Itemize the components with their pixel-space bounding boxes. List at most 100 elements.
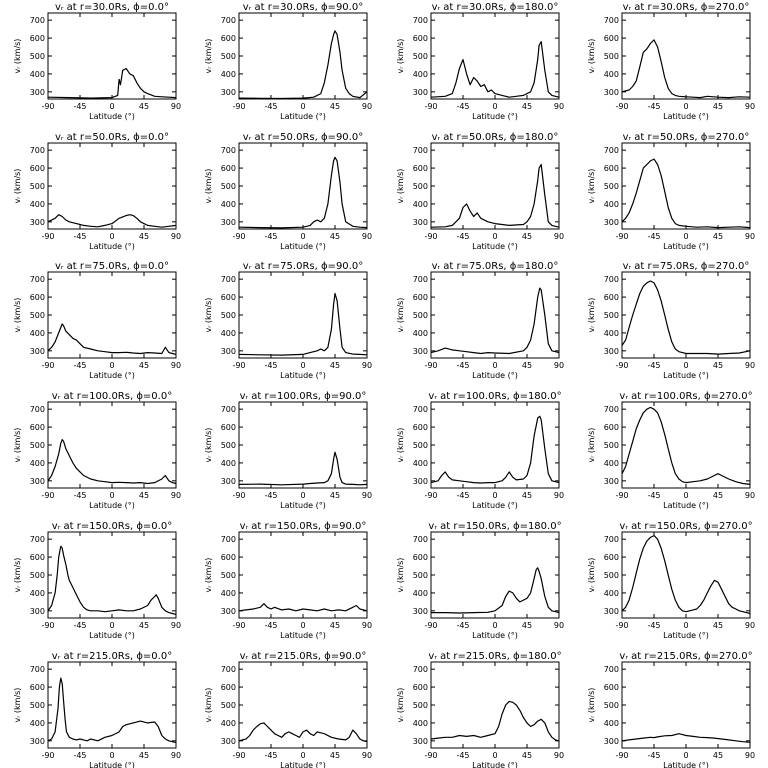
y-tick-label: 400 [30, 200, 45, 209]
x-tick-label: -90 [232, 621, 245, 630]
x-axis-label: Latitude (°) [472, 631, 518, 640]
x-tick-label: 0 [492, 232, 497, 241]
x-tick-label: 90 [554, 102, 564, 111]
y-tick-label: 500 [30, 52, 45, 61]
x-tick-label: 90 [554, 361, 564, 370]
series-line [47, 677, 177, 744]
x-tick-label: -45 [73, 361, 86, 370]
y-tick-label: 500 [604, 441, 619, 450]
x-axis-label: Latitude (°) [472, 242, 518, 251]
series-line [238, 156, 368, 229]
panel-title: vᵣ at r=215.0Rs, ϕ=0.0° [52, 651, 172, 662]
y-tick-label: 300 [604, 737, 619, 746]
x-tick-label: 45 [139, 232, 149, 241]
x-tick-label: 0 [492, 621, 497, 630]
x-tick-label: 45 [139, 491, 149, 500]
y-tick-label: 600 [604, 293, 619, 302]
series-line [621, 280, 751, 355]
x-axis-label: Latitude (°) [280, 501, 326, 510]
x-tick-label: 0 [109, 232, 114, 241]
series-line [47, 439, 177, 485]
x-tick-label: 45 [330, 621, 340, 630]
x-tick-label: -45 [647, 102, 660, 111]
series-line [238, 451, 368, 486]
x-tick-label: -45 [456, 232, 469, 241]
y-tick-label: 500 [221, 571, 236, 580]
y-tick-label: 500 [30, 182, 45, 191]
series-line [238, 722, 368, 743]
y-tick-label: 500 [221, 441, 236, 450]
x-tick-label: -90 [424, 102, 437, 111]
series-line [238, 603, 368, 612]
x-tick-label: 90 [171, 361, 181, 370]
x-tick-label: 0 [300, 751, 305, 760]
y-tick-label: 300 [604, 607, 619, 616]
y-tick-label: 300 [30, 347, 45, 356]
y-tick-label: 700 [221, 665, 236, 674]
y-tick-label: 700 [221, 405, 236, 414]
x-tick-label: 0 [683, 361, 688, 370]
x-tick-label: 45 [139, 751, 149, 760]
plot-frame [238, 142, 368, 230]
x-tick-label: -90 [41, 621, 54, 630]
y-tick-label: 600 [30, 164, 45, 173]
x-tick-label: 45 [330, 751, 340, 760]
y-tick-label: 500 [30, 571, 45, 580]
x-tick-label: -90 [424, 491, 437, 500]
y-axis-label: vᵣ (km/s) [587, 39, 596, 74]
y-tick-label: 500 [30, 311, 45, 320]
plot-frame [621, 142, 751, 230]
y-tick-label: 400 [221, 200, 236, 209]
x-tick-label: -45 [456, 102, 469, 111]
panel-title: vᵣ at r=30.0Rs, ϕ=270.0° [623, 2, 750, 13]
x-axis-label: Latitude (°) [89, 631, 135, 640]
series-line [430, 41, 560, 98]
y-tick-label: 400 [604, 200, 619, 209]
x-tick-label: -90 [232, 232, 245, 241]
y-tick-label: 400 [221, 70, 236, 79]
panel-title: vᵣ at r=50.0Rs, ϕ=90.0° [243, 132, 363, 143]
x-axis-label: Latitude (°) [280, 112, 326, 121]
y-tick-label: 300 [30, 737, 45, 746]
y-tick-label: 600 [413, 553, 428, 562]
y-tick-label: 400 [413, 70, 428, 79]
y-tick-label: 700 [30, 275, 45, 284]
y-axis-label: vᵣ (km/s) [13, 428, 22, 463]
panel-5-1: vᵣ at r=215.0Rs, ϕ=90.0° -90 -45 0 45 90 300 40… [204, 651, 372, 768]
y-tick-label: 300 [413, 347, 428, 356]
y-tick-label: 600 [221, 164, 236, 173]
panel-title: vᵣ at r=150.0Rs, ϕ=0.0° [52, 521, 172, 532]
y-tick-label: 300 [413, 737, 428, 746]
x-tick-label: 45 [139, 361, 149, 370]
y-tick-label: 400 [604, 459, 619, 468]
y-tick-label: 700 [413, 16, 428, 25]
y-tick-label: 700 [221, 275, 236, 284]
y-tick-label: 300 [413, 607, 428, 616]
y-tick-label: 700 [30, 146, 45, 155]
y-tick-label: 400 [30, 719, 45, 728]
y-tick-label: 700 [30, 405, 45, 414]
y-tick-label: 700 [604, 275, 619, 284]
plot-frame [430, 271, 560, 359]
plot-frame [238, 661, 368, 749]
y-tick-label: 300 [221, 88, 236, 97]
y-axis-label: vᵣ (km/s) [396, 298, 405, 333]
panel-4-1: vᵣ at r=150.0Rs, ϕ=90.0° -90 -45 0 45 90 300 40… [204, 521, 372, 640]
y-tick-label: 700 [413, 535, 428, 544]
x-tick-label: 0 [683, 621, 688, 630]
x-axis-label: Latitude (°) [472, 371, 518, 380]
x-tick-label: 0 [683, 102, 688, 111]
panel-title: vᵣ at r=75.0Rs, ϕ=0.0° [55, 261, 169, 272]
x-tick-label: -45 [456, 751, 469, 760]
x-tick-label: -45 [264, 491, 277, 500]
y-tick-label: 600 [221, 553, 236, 562]
y-axis-label: vᵣ (km/s) [13, 558, 22, 593]
y-tick-label: 500 [221, 52, 236, 61]
y-axis-label: vᵣ (km/s) [587, 169, 596, 204]
panel-title: vᵣ at r=100.0Rs, ϕ=0.0° [52, 391, 172, 402]
x-tick-label: 90 [362, 751, 372, 760]
panel-4-0: vᵣ at r=150.0Rs, ϕ=0.0° -90 -45 0 45 90 300 400… [13, 521, 181, 640]
y-tick-label: 300 [604, 88, 619, 97]
y-tick-label: 500 [604, 52, 619, 61]
panel-0-3: vᵣ at r=30.0Rs, ϕ=270.0° -90 -45 0 45 90 300 40… [587, 2, 755, 121]
